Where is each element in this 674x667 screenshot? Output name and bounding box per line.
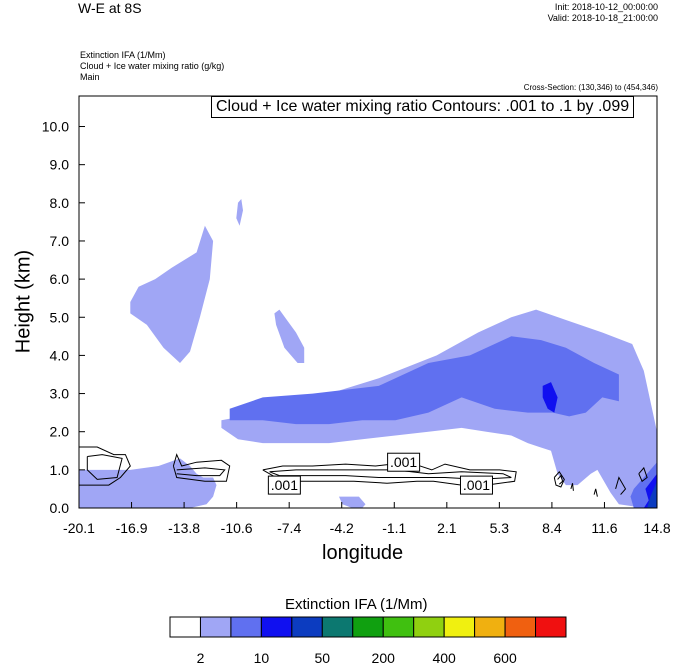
colorbar-swatch bbox=[535, 616, 567, 638]
y-tick-label: 5.0 bbox=[50, 309, 70, 325]
y-axis: 0.0 1.0 2.0 3.0 4.0 5.0 6.0 7.0 8.0 9.0 10.0 bbox=[42, 119, 85, 516]
contour-label: .001 bbox=[390, 454, 417, 470]
y-tick-label: 9.0 bbox=[50, 157, 70, 173]
x-tick-label: -7.4 bbox=[277, 520, 301, 536]
colorbar-swatch bbox=[321, 616, 354, 638]
contour-info-box: Cloud + Ice water mixing ratio Contours:… bbox=[211, 96, 635, 118]
contour-line bbox=[638, 466, 648, 483]
x-tick-label: 2.1 bbox=[437, 520, 457, 536]
x-tick-label: 14.8 bbox=[643, 520, 670, 536]
colorbar-swatch bbox=[504, 616, 537, 638]
contour-line bbox=[262, 461, 517, 486]
contour-label-box bbox=[387, 452, 421, 472]
field-label-domain: Main bbox=[80, 72, 100, 82]
x-tick-label: 8.4 bbox=[542, 520, 562, 536]
colorbar-tick-label: 50 bbox=[315, 650, 331, 666]
field-label-mixing-ratio: Cloud + Ice water mixing ratio (g/kg) bbox=[80, 61, 225, 71]
x-tick-label: 11.6 bbox=[591, 520, 617, 536]
colorbar-swatch bbox=[443, 616, 476, 638]
x-tick-label: -20.1 bbox=[63, 520, 95, 536]
shaded-region-level-1 bbox=[339, 496, 366, 508]
x-axis-label: longitude bbox=[322, 542, 404, 564]
colorbar-title: Extinction IFA (1/Mm) bbox=[285, 596, 428, 613]
plot-title: W-E at 8S bbox=[78, 0, 142, 16]
contour-line bbox=[172, 453, 231, 482]
contour-line bbox=[79, 446, 131, 486]
colorbar-tick-label: 200 bbox=[372, 650, 396, 666]
colorbar-tick-label: 600 bbox=[493, 650, 517, 666]
x-tick-label: -13.8 bbox=[168, 520, 200, 536]
shaded-region-level-2 bbox=[229, 336, 619, 425]
shaded-region-level-1 bbox=[79, 458, 217, 508]
colorbar-swatch bbox=[382, 616, 415, 638]
contour-labels: .001 .001 .001 bbox=[267, 452, 493, 495]
contour-line bbox=[269, 469, 512, 480]
shaded-region-level-4 bbox=[647, 481, 657, 508]
colorbar-tick-label: 400 bbox=[432, 650, 456, 666]
x-tick-label: -1.1 bbox=[382, 520, 406, 536]
colorbar-swatch bbox=[260, 616, 293, 638]
contour-line bbox=[86, 454, 123, 480]
colorbar: 2 10 50 200 400 600 bbox=[169, 616, 567, 666]
colorbar-tick-label: 10 bbox=[254, 650, 270, 666]
contour-line bbox=[557, 474, 564, 485]
y-axis-label: Height (km) bbox=[12, 249, 35, 354]
valid-time-label: Valid: 2018-10-18_21:00:00 bbox=[547, 13, 658, 23]
cross-section-label: Cross-Section: (130,346) to (454,346) bbox=[523, 83, 658, 92]
contour-line bbox=[553, 470, 565, 488]
y-tick-label: 7.0 bbox=[50, 233, 70, 249]
contour-line bbox=[176, 467, 226, 477]
shaded-region-level-3 bbox=[542, 382, 558, 413]
y-tick-label: 1.0 bbox=[50, 462, 70, 478]
colorbar-swatch bbox=[169, 616, 201, 638]
y-tick-label: 10.0 bbox=[42, 119, 69, 135]
x-tick-label: -16.9 bbox=[116, 520, 148, 536]
contour-label-box bbox=[267, 475, 301, 495]
colorbar-swatch bbox=[230, 616, 262, 638]
y-tick-label: 2.0 bbox=[50, 424, 70, 440]
colorbar-swatch bbox=[474, 616, 506, 638]
contour-line bbox=[593, 488, 598, 497]
contour-lines bbox=[79, 446, 648, 497]
shaded-regions bbox=[79, 199, 657, 508]
shaded-region-level-1 bbox=[274, 309, 305, 363]
colorbar-swatch bbox=[291, 616, 323, 638]
y-tick-label: 8.0 bbox=[50, 195, 70, 211]
y-tick-label: 3.0 bbox=[50, 386, 70, 402]
field-label-extinction: Extinction IFA (1/Mm) bbox=[80, 50, 166, 60]
x-axis: -20.1 -16.9 -13.8 -10.6 -7.4 -4.2 -1.1 2.1 5.3 8.… bbox=[63, 502, 671, 536]
y-tick-label: 4.0 bbox=[50, 347, 70, 363]
init-time-label: Init: 2018-10-12_00:00:00 bbox=[554, 2, 658, 12]
colorbar-swatch bbox=[199, 616, 232, 638]
colorbar-swatch bbox=[352, 616, 384, 638]
contour-label-box bbox=[459, 475, 493, 495]
contour-line bbox=[570, 483, 574, 491]
y-tick-label: 0.0 bbox=[50, 500, 70, 516]
x-tick-label: -10.6 bbox=[221, 520, 253, 536]
contour-line bbox=[615, 476, 627, 495]
y-tick-label: 6.0 bbox=[50, 271, 70, 287]
contour-label: .001 bbox=[463, 477, 490, 493]
x-tick-label: 5.3 bbox=[490, 520, 510, 536]
x-tick-label: -4.2 bbox=[330, 520, 354, 536]
shaded-region-level-1 bbox=[130, 225, 214, 363]
colorbar-swatch bbox=[413, 616, 445, 638]
contour-label: .001 bbox=[271, 477, 298, 493]
colorbar-tick-label: 2 bbox=[197, 650, 205, 666]
shaded-region-level-1 bbox=[236, 199, 243, 226]
